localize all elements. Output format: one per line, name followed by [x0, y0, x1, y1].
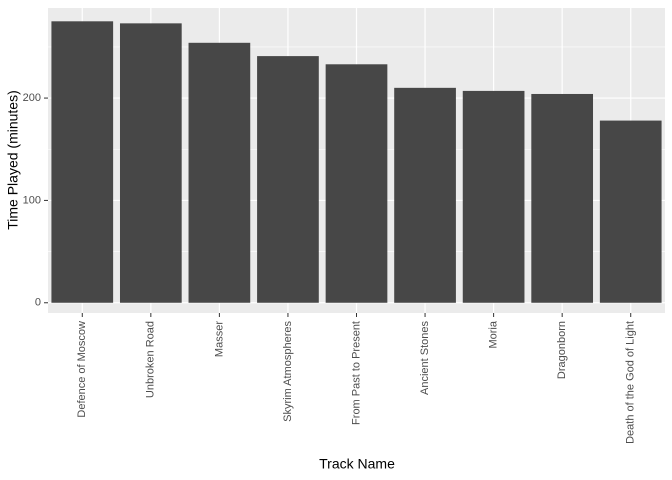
- x-tick-label: Defence of Moscow: [76, 321, 88, 418]
- bar: [394, 87, 456, 303]
- x-tick-label: From Past to Present: [350, 321, 362, 425]
- y-axis-title: Time Played (minutes): [5, 90, 21, 230]
- bar: [462, 90, 525, 303]
- x-tick-label: Dragonborn: [556, 321, 568, 379]
- x-tick-label: Ancient Stones: [419, 321, 431, 395]
- bar: [531, 93, 594, 303]
- bar: [188, 42, 251, 303]
- bars: [51, 21, 662, 303]
- x-tick-label: Unbroken Road: [145, 321, 157, 398]
- y-tick-label: 100: [23, 194, 41, 206]
- bar: [257, 56, 319, 303]
- x-tick-label: Moria: [488, 320, 500, 348]
- bar: [51, 21, 114, 303]
- bar: [599, 120, 662, 303]
- x-tick-label: Masser: [213, 321, 225, 357]
- bar: [325, 64, 388, 303]
- y-tick-label: 200: [23, 92, 41, 104]
- x-tick-label: Skyrim Atmospheres: [282, 321, 294, 422]
- x-axis-title: Track Name: [319, 456, 395, 472]
- y-tick-label: 0: [35, 297, 41, 309]
- bar: [119, 23, 182, 303]
- x-tick-label: Death of the God of Light: [625, 321, 637, 444]
